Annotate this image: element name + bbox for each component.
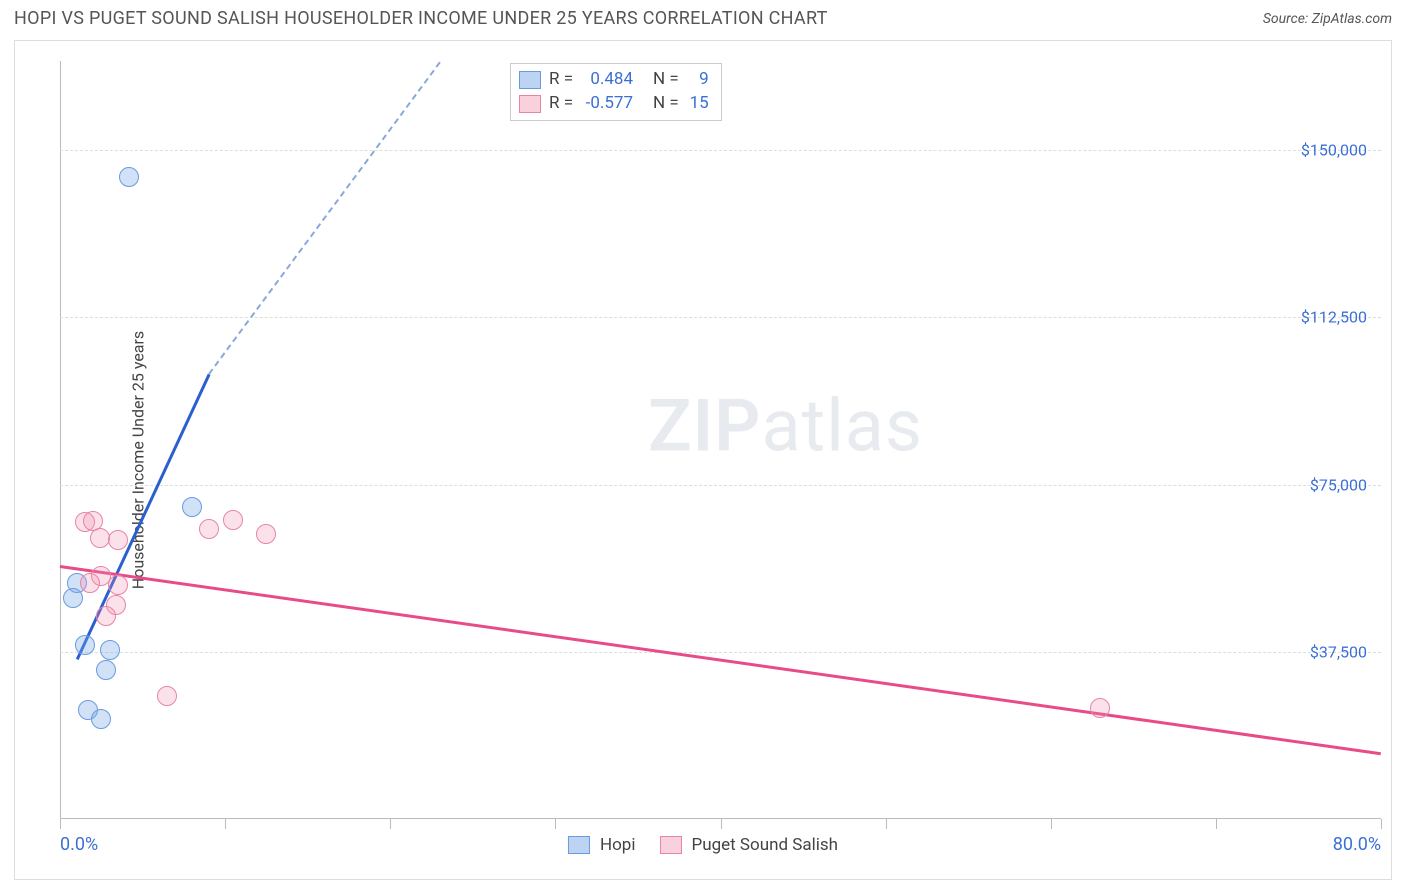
data-point[interactable]: [100, 640, 120, 660]
plot-area: $37,500 $75,000 $112,500 $150,000: [60, 61, 1381, 819]
data-point[interactable]: [96, 660, 116, 680]
data-point[interactable]: [157, 686, 177, 706]
legend-label-salish: Puget Sound Salish: [691, 835, 838, 855]
chart-container: Householder Income Under 25 years $37,50…: [14, 40, 1392, 880]
data-point[interactable]: [1090, 698, 1110, 718]
data-point[interactable]: [119, 167, 139, 187]
gridline: [60, 150, 1381, 151]
stats-legend-box: R = 0.484 N = 9 R = -0.577 N = 15: [510, 63, 722, 121]
r-label: R =: [549, 68, 573, 92]
x-tick: [1216, 819, 1217, 829]
source-attribution: Source: ZipAtlas.com: [1263, 11, 1392, 27]
gridline: [60, 317, 1381, 318]
x-tick: [390, 819, 391, 829]
legend-item-salish: Puget Sound Salish: [659, 835, 838, 855]
data-point[interactable]: [90, 528, 110, 548]
legend-item-hopi: Hopi: [568, 835, 636, 855]
x-tick: [886, 819, 887, 829]
x-tick: [225, 819, 226, 829]
swatch-pink-icon: [659, 836, 681, 854]
data-point[interactable]: [108, 575, 128, 595]
data-point[interactable]: [223, 510, 243, 530]
x-axis-max-label: 80.0%: [1333, 834, 1381, 855]
data-point[interactable]: [80, 573, 100, 593]
trend-line-salish: [60, 565, 1381, 755]
r-value-hopi: 0.484: [577, 68, 633, 92]
chart-title: HOPI VS PUGET SOUND SALISH HOUSEHOLDER I…: [14, 8, 828, 29]
n-label: N =: [653, 92, 679, 116]
r-label: R =: [549, 92, 573, 116]
y-tick-label: $75,000: [1310, 475, 1367, 494]
chart-header: HOPI VS PUGET SOUND SALISH HOUSEHOLDER I…: [0, 0, 1406, 33]
data-point[interactable]: [96, 606, 116, 626]
y-tick-label: $150,000: [1301, 141, 1367, 160]
y-tick-label: $37,500: [1310, 642, 1367, 661]
swatch-blue-icon: [568, 836, 590, 854]
swatch-pink-icon: [519, 95, 541, 113]
swatch-blue-icon: [519, 71, 541, 89]
r-value-salish: -0.577: [577, 92, 633, 116]
data-point[interactable]: [75, 635, 95, 655]
stats-row-salish: R = -0.577 N = 15: [519, 92, 709, 116]
x-tick: [60, 819, 61, 829]
data-point[interactable]: [256, 524, 276, 544]
n-value-hopi: 9: [683, 68, 709, 92]
gridline: [60, 485, 1381, 486]
bottom-legend: Hopi Puget Sound Salish: [568, 835, 838, 855]
x-tick: [555, 819, 556, 829]
data-point[interactable]: [199, 519, 219, 539]
data-point[interactable]: [63, 588, 83, 608]
n-value-salish: 15: [683, 92, 709, 116]
data-point[interactable]: [91, 709, 111, 729]
gridline: [60, 652, 1381, 653]
y-tick-label: $112,500: [1301, 308, 1367, 327]
data-point[interactable]: [108, 530, 128, 550]
n-label: N =: [653, 68, 679, 92]
x-axis-min-label: 0.0%: [60, 834, 98, 855]
legend-label-hopi: Hopi: [600, 835, 636, 855]
x-tick: [1051, 819, 1052, 829]
stats-row-hopi: R = 0.484 N = 9: [519, 68, 709, 92]
data-point[interactable]: [182, 497, 202, 517]
x-axis: 0.0% 80.0%: [60, 818, 1381, 819]
trend-line-hopi-dashed: [208, 61, 441, 374]
x-tick: [1381, 819, 1382, 829]
x-tick: [721, 819, 722, 829]
